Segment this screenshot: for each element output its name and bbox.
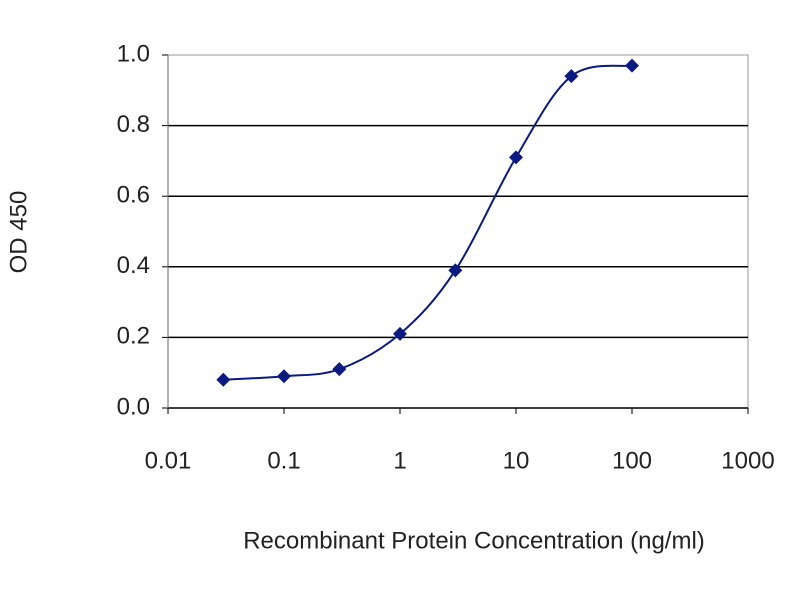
data-point — [564, 69, 579, 84]
x-tick-label: 0.01 — [145, 447, 192, 474]
data-point — [332, 362, 347, 377]
y-tick-label: 0.4 — [117, 252, 150, 279]
x-tick-label: 1 — [393, 447, 406, 474]
data-point — [448, 263, 463, 278]
y-tick-label: 0.8 — [117, 111, 150, 138]
x-axis-label: Recombinant Protein Concentration (ng/ml… — [243, 527, 705, 554]
series-line — [223, 64, 633, 381]
y-tick-label: 0.0 — [117, 393, 150, 420]
x-tick-label: 0.1 — [267, 447, 300, 474]
data-point — [216, 372, 231, 387]
data-point — [625, 58, 639, 73]
y-tick-label: 0.6 — [117, 182, 150, 209]
y-tick-label: 0.2 — [117, 323, 150, 350]
data-point — [277, 369, 291, 384]
x-tick-label: 10 — [503, 447, 530, 474]
data-point — [509, 150, 523, 165]
data-point — [393, 326, 407, 341]
x-tick-label: 100 — [612, 447, 652, 474]
y-tick-label: 1.0 — [117, 40, 150, 67]
y-axis-label: OD 450 — [5, 191, 32, 274]
x-tick-label: 1000 — [721, 447, 774, 474]
plot-border — [167, 54, 749, 409]
